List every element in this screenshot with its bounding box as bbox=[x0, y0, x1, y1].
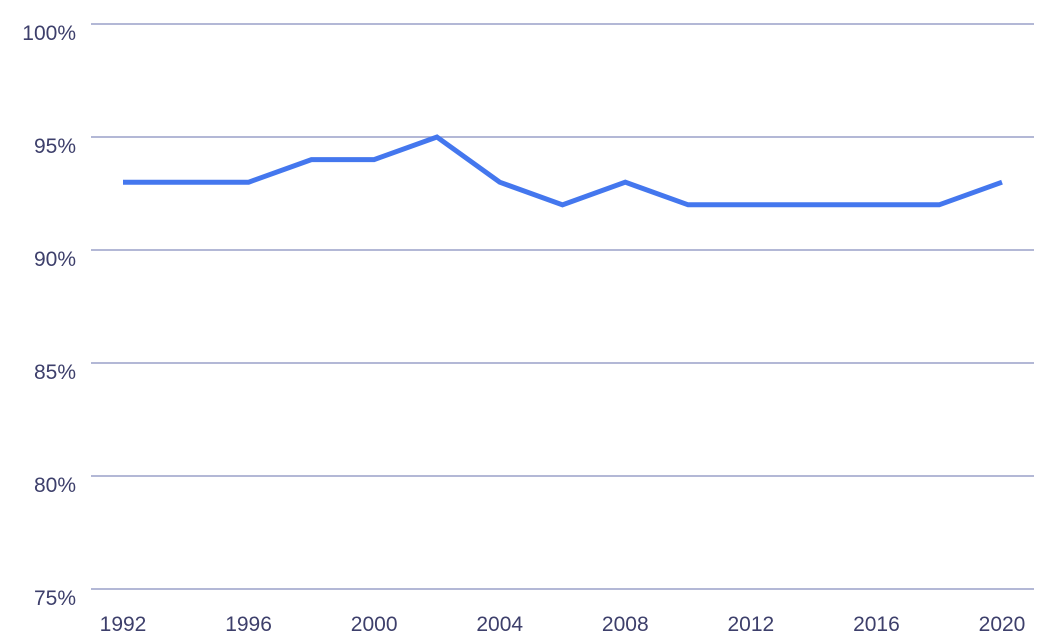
x-tick-label: 1996 bbox=[225, 613, 272, 636]
x-tick-label: 2000 bbox=[351, 613, 398, 636]
y-tick-label: 90% bbox=[34, 248, 76, 271]
x-tick-label: 2016 bbox=[853, 613, 900, 636]
x-tick-label: 2012 bbox=[727, 613, 774, 636]
y-axis-tick-labels: 100% 95% 90% 85% 80% 75% bbox=[22, 22, 76, 610]
x-axis-tick-labels: 1992 1996 2000 2004 2008 2012 2016 2020 bbox=[100, 613, 1026, 636]
y-tick-label: 95% bbox=[34, 135, 76, 158]
y-tick-label: 100% bbox=[22, 22, 76, 45]
x-tick-label: 2020 bbox=[979, 613, 1026, 636]
x-tick-label: 1992 bbox=[100, 613, 147, 636]
y-tick-label: 75% bbox=[34, 587, 76, 610]
x-tick-label: 2008 bbox=[602, 613, 649, 636]
y-tick-label: 85% bbox=[34, 361, 76, 384]
gridlines bbox=[91, 23, 1034, 590]
x-tick-label: 2004 bbox=[476, 613, 523, 636]
y-tick-label: 80% bbox=[34, 474, 76, 497]
data-series-line bbox=[123, 134, 1003, 208]
